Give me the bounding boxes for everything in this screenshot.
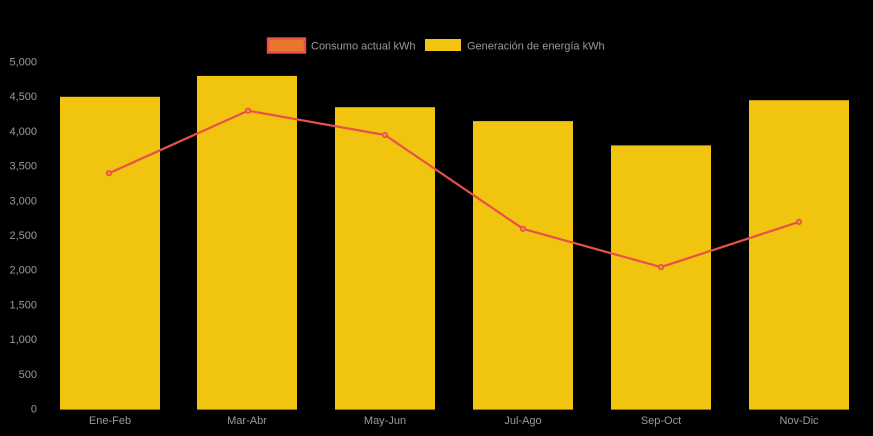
svg-text:1,000: 1,000 <box>9 334 37 346</box>
svg-text:2,000: 2,000 <box>9 265 37 277</box>
svg-text:Ene-Feb: Ene-Feb <box>89 415 131 427</box>
svg-text:Sep-Oct: Sep-Oct <box>641 415 681 427</box>
svg-text:5,000: 5,000 <box>9 57 37 69</box>
svg-text:4,000: 4,000 <box>9 126 37 138</box>
svg-text:Jul-Ago: Jul-Ago <box>504 415 541 427</box>
svg-text:Generación de energía kWh: Generación de energía kWh <box>467 41 605 53</box>
svg-text:Mar-Abr: Mar-Abr <box>227 415 267 427</box>
svg-text:500: 500 <box>19 369 37 381</box>
svg-text:1,500: 1,500 <box>9 299 37 311</box>
svg-text:3,000: 3,000 <box>9 195 37 207</box>
svg-text:May-Jun: May-Jun <box>364 415 406 427</box>
svg-text:0: 0 <box>31 404 37 416</box>
svg-text:Nov-Dic: Nov-Dic <box>779 415 819 427</box>
svg-text:2,500: 2,500 <box>9 230 37 242</box>
svg-text:3,500: 3,500 <box>9 161 37 173</box>
svg-text:Consumo actual kWh: Consumo actual kWh <box>311 41 416 53</box>
svg-text:4,500: 4,500 <box>9 91 37 103</box>
